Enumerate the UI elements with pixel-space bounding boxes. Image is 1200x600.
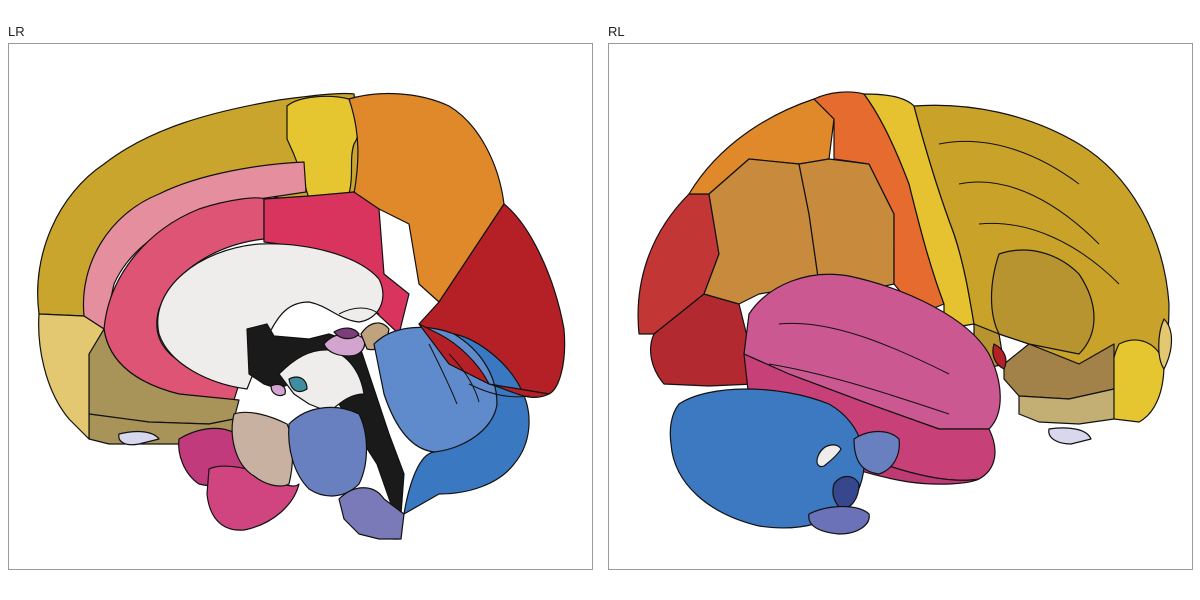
- temporal-extra-region: [992, 343, 1007, 370]
- panel-title-left: LR: [8, 24, 25, 39]
- inferior-parietal-region: [990, 249, 1095, 355]
- medial-brain-regions: [37, 92, 566, 540]
- olfactory-region: [118, 430, 160, 446]
- sulcus-line: [448, 353, 480, 403]
- parahippocampal-region: [231, 411, 294, 487]
- olfactory-right-region: [1048, 427, 1092, 445]
- frontal-pole-edge-region: [1158, 318, 1173, 370]
- superior-temporal-region: [743, 273, 1001, 430]
- corpus-callosum-region: [157, 243, 384, 390]
- small-mauve-lower-region: [270, 383, 286, 397]
- lateral-brain-regions: [637, 91, 1173, 535]
- fusiform-region: [288, 406, 368, 497]
- lateral-view-panel: [608, 43, 1193, 570]
- cerebellum-dark-region: [832, 475, 860, 510]
- sulcus-line: [428, 343, 458, 405]
- sulcus-line: [768, 363, 950, 415]
- small-teal-region: [288, 376, 308, 393]
- sulcus-line: [468, 383, 530, 398]
- cerebellum-right-lobe-region: [853, 430, 900, 475]
- medial-view-panel: [8, 43, 593, 570]
- lateral-sulci-lines: [768, 140, 1120, 415]
- sulcus-line: [938, 140, 1080, 185]
- superior-frontal-region: [37, 92, 365, 317]
- lateral-brain-diagram: [637, 91, 1173, 535]
- cerebellum-stem-region: [808, 505, 870, 535]
- precuneus-top-region: [348, 92, 505, 303]
- frontal-pole-region: [38, 313, 105, 440]
- cerebellum-sulcus-region: [816, 444, 842, 468]
- sulcus-line: [338, 307, 380, 315]
- sulcus-line: [978, 222, 1120, 285]
- frontal-pole-right-region: [1110, 339, 1165, 423]
- sulcus-line: [778, 322, 950, 375]
- medial-sulci-lines: [338, 307, 530, 405]
- small-purple-region: [333, 327, 360, 340]
- occipital-dark-region: [418, 323, 550, 398]
- sulcus-line: [958, 181, 1100, 245]
- panel-title-right: RL: [608, 24, 625, 39]
- occipital-bottom-region: [1018, 388, 1115, 425]
- brainstem-region: [338, 487, 405, 540]
- medial-brain-diagram: [37, 92, 566, 540]
